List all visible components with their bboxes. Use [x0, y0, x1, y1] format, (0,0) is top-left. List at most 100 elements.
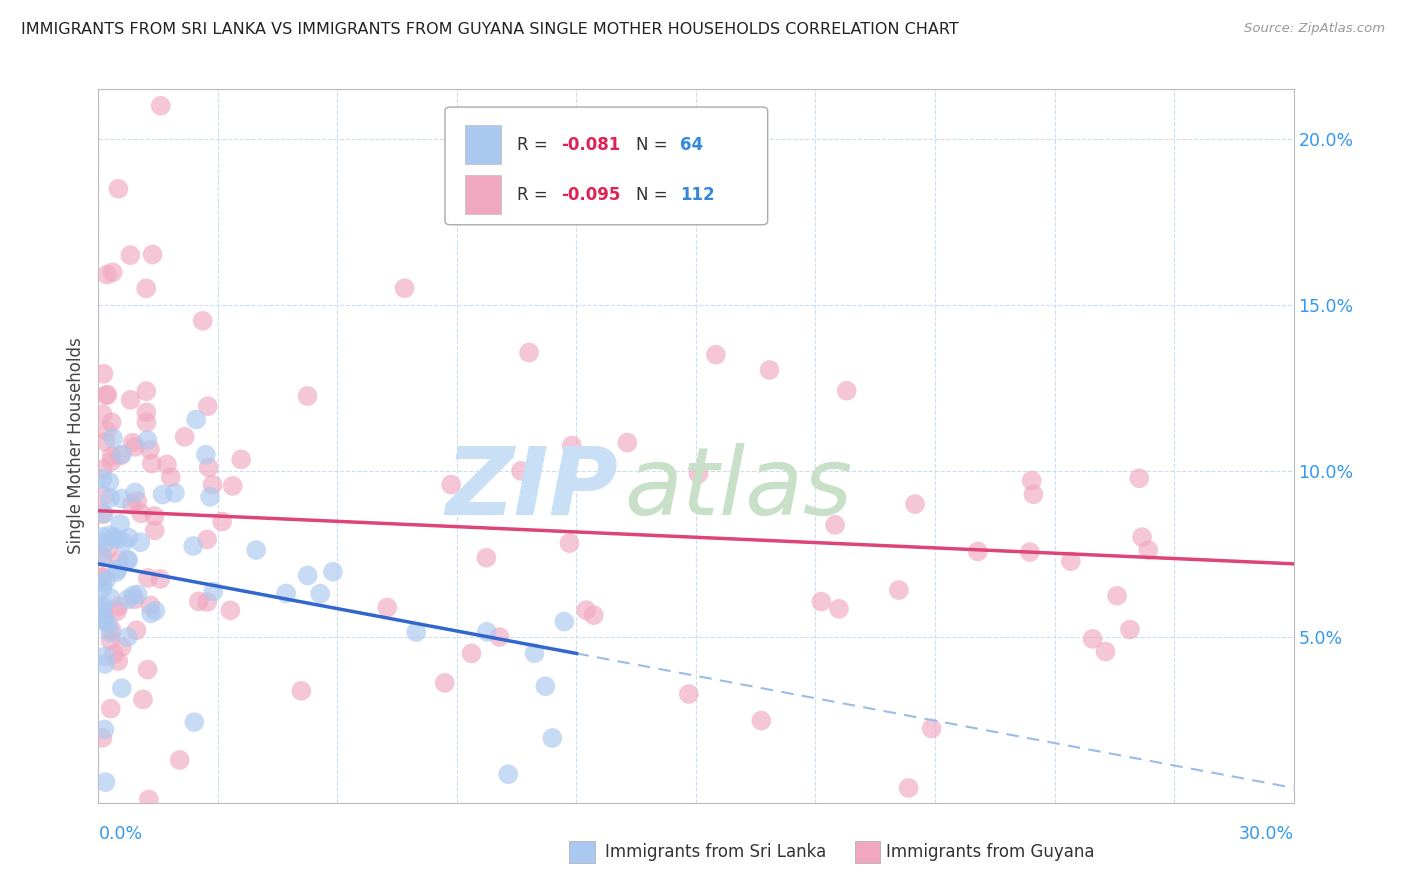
Point: [1021, 474, 1043, 488]
Point: [135, 405, 157, 419]
Point: [921, 722, 943, 736]
Text: 64: 64: [681, 136, 703, 153]
Point: [117, 630, 139, 644]
Point: [112, 535, 135, 549]
Point: [100, 449, 122, 463]
Point: [173, 430, 195, 444]
Point: [758, 363, 780, 377]
Point: [496, 767, 519, 781]
Point: [1128, 471, 1150, 485]
Point: [108, 516, 131, 531]
Text: Immigrants from Guyana: Immigrants from Guyana: [886, 843, 1094, 861]
Point: [704, 348, 727, 362]
Point: [181, 539, 204, 553]
Point: [143, 604, 166, 618]
Point: [187, 594, 209, 608]
Text: R =: R =: [517, 186, 553, 203]
Point: [94, 649, 117, 664]
Point: [94, 435, 117, 450]
Point: [510, 464, 533, 478]
Point: [91, 582, 114, 596]
Y-axis label: Single Mother Households: Single Mother Households: [67, 338, 86, 554]
Point: [184, 412, 207, 426]
Point: [110, 491, 132, 506]
Point: [828, 602, 851, 616]
Point: [115, 553, 138, 567]
Point: [93, 489, 115, 503]
Point: [475, 624, 498, 639]
Point: [541, 731, 564, 745]
Point: [124, 485, 146, 500]
Point: [297, 568, 319, 582]
Point: [91, 599, 114, 613]
Point: [97, 387, 120, 401]
Point: [433, 676, 456, 690]
Point: [558, 536, 581, 550]
Point: [141, 457, 163, 471]
Point: [108, 553, 131, 567]
Point: [688, 467, 710, 481]
Point: [191, 314, 214, 328]
Point: [169, 753, 191, 767]
Point: [111, 640, 134, 654]
Point: [1022, 487, 1045, 501]
Text: atlas: atlas: [624, 443, 852, 534]
Point: [835, 384, 858, 398]
Point: [1018, 545, 1040, 559]
Point: [966, 544, 988, 558]
Point: [139, 599, 162, 613]
Point: [107, 562, 129, 576]
Point: [195, 595, 218, 609]
Text: R =: R =: [517, 136, 553, 153]
Point: [91, 530, 114, 544]
Point: [122, 588, 145, 602]
Point: [136, 433, 159, 447]
Point: [107, 599, 129, 614]
Point: [98, 491, 121, 505]
Point: [93, 367, 115, 381]
Point: [1130, 530, 1153, 544]
Point: [97, 541, 120, 556]
Point: [101, 431, 124, 445]
Bar: [465, 125, 501, 164]
Point: [1137, 543, 1160, 558]
Text: Source: ZipAtlas.com: Source: ZipAtlas.com: [1244, 22, 1385, 36]
Point: [149, 572, 172, 586]
Point: [91, 570, 114, 584]
Point: [897, 780, 920, 795]
Text: 0.0%: 0.0%: [98, 825, 142, 843]
Point: [197, 399, 219, 413]
Point: [143, 508, 166, 523]
Point: [121, 498, 143, 512]
Point: [91, 570, 114, 584]
Point: [121, 435, 143, 450]
Point: [1081, 632, 1104, 646]
Point: [96, 424, 118, 438]
Point: [202, 584, 225, 599]
Point: [1060, 554, 1083, 568]
Point: [127, 494, 149, 508]
Point: [211, 515, 233, 529]
Point: [91, 575, 114, 590]
Point: [93, 507, 115, 521]
Point: [94, 657, 117, 671]
Point: [129, 506, 152, 520]
Point: [149, 99, 172, 113]
Point: [91, 731, 114, 745]
Point: [105, 532, 128, 546]
Point: [125, 624, 148, 638]
Point: [553, 615, 575, 629]
Point: [93, 614, 115, 628]
Point: [94, 573, 117, 587]
Point: [561, 439, 583, 453]
Point: [139, 442, 162, 457]
Point: [132, 692, 155, 706]
Point: [91, 601, 114, 615]
Point: [136, 571, 159, 585]
Point: [152, 487, 174, 501]
Point: [887, 582, 910, 597]
Point: [616, 435, 638, 450]
Point: [135, 384, 157, 399]
Point: [100, 701, 122, 715]
Point: [91, 507, 114, 521]
